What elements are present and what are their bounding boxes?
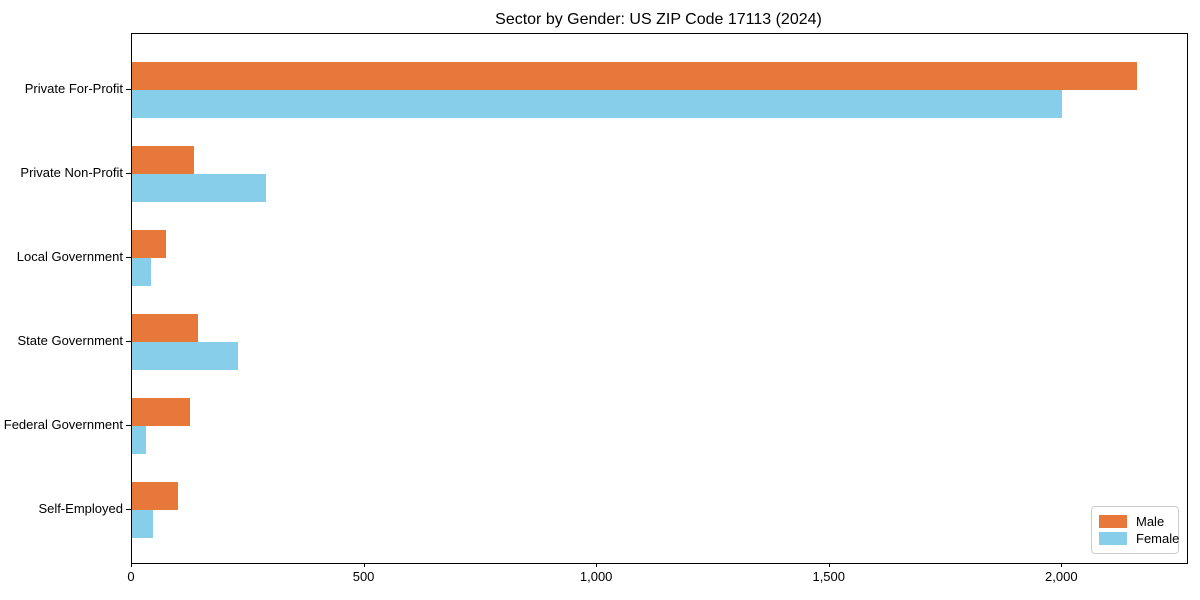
y-tick-mark	[126, 341, 131, 342]
x-tick-mark	[363, 563, 365, 567]
bar-male-0	[132, 62, 1137, 90]
x-tick-label: 1,500	[812, 569, 846, 584]
y-tick-label: Self-Employed	[38, 501, 123, 516]
legend: Male Female	[1091, 506, 1179, 554]
bar-female-3	[132, 342, 238, 370]
legend-label-female: Female	[1136, 531, 1180, 546]
y-tick-label: Local Government	[16, 249, 123, 264]
chart-title: Sector by Gender: US ZIP Code 17113 (202…	[495, 11, 822, 28]
y-tick-mark	[126, 257, 131, 258]
y-tick-mark	[126, 89, 131, 90]
bar-female-4	[132, 426, 146, 454]
legend-swatch-male	[1099, 515, 1127, 528]
legend-item-male: Male	[1099, 513, 1170, 530]
y-tick-label: Private For-Profit	[24, 81, 123, 96]
x-tick-label: 500	[352, 569, 375, 584]
bar-female-0	[132, 90, 1062, 118]
bar-male-5	[132, 482, 178, 510]
x-tick-label: 0	[127, 569, 135, 584]
legend-swatch-female	[1099, 532, 1127, 545]
bar-male-2	[132, 230, 166, 258]
x-tick-mark	[596, 563, 598, 567]
bar-female-5	[132, 510, 153, 538]
y-tick-mark	[126, 509, 131, 510]
y-tick-label: Federal Government	[3, 417, 123, 432]
legend-item-female: Female	[1099, 530, 1179, 547]
x-tick-label: 2,000	[1045, 569, 1078, 584]
bar-male-1	[132, 146, 194, 174]
bar-male-4	[132, 398, 190, 426]
x-tick-label: 1,000	[579, 569, 613, 584]
plot-area: Male Female	[131, 33, 1188, 564]
bar-female-1	[132, 174, 266, 202]
y-tick-label: State Government	[17, 333, 124, 348]
legend-label-male: Male	[1136, 514, 1165, 529]
bar-female-2	[132, 258, 151, 286]
x-tick-mark	[131, 563, 132, 567]
bar-male-3	[132, 314, 198, 342]
x-tick-mark	[828, 563, 830, 567]
y-tick-mark	[126, 173, 131, 174]
y-tick-label: Private Non-Profit	[20, 165, 123, 180]
y-tick-mark	[126, 425, 131, 426]
x-tick-mark	[1061, 563, 1063, 567]
